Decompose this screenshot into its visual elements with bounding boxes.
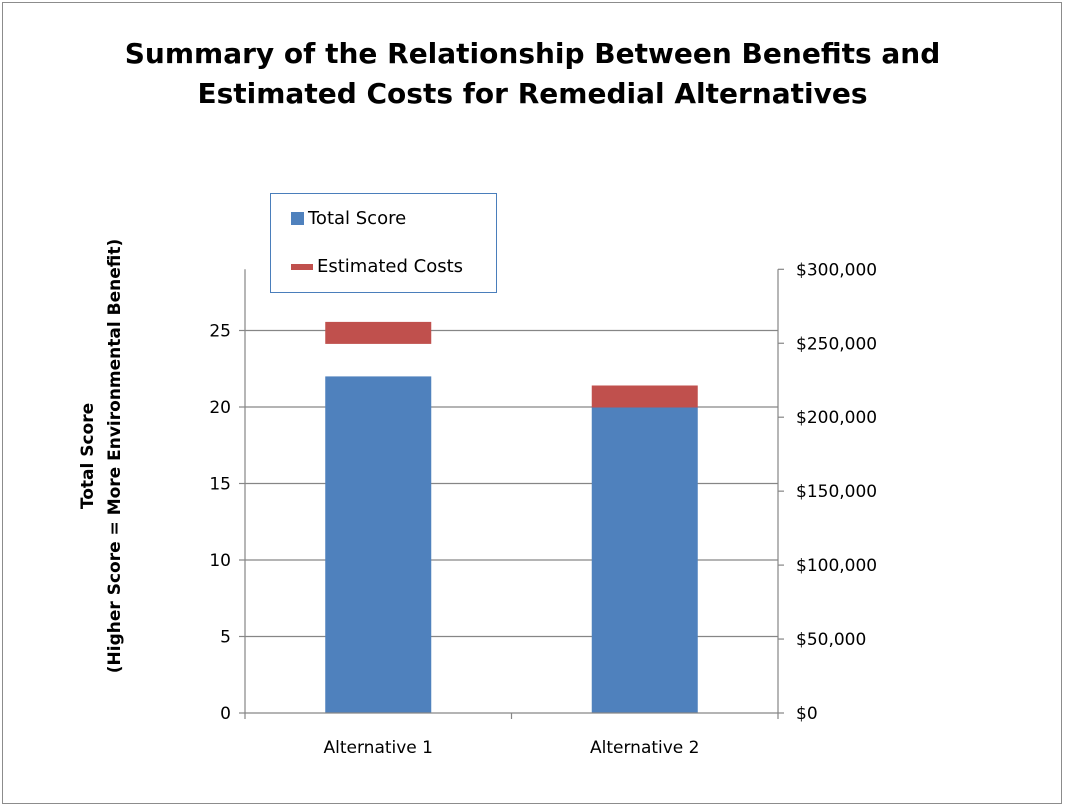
y-left-tick-label-25: 25 <box>209 322 231 342</box>
chart-title-line-2: Estimated Costs for Remedial Alternative… <box>197 77 868 110</box>
y-axis-label-line-1: Total Score <box>78 403 98 509</box>
bar-series <box>325 376 698 713</box>
y-left-tick-label-20: 20 <box>209 398 231 418</box>
y-left-tick-label-0: 0 <box>220 704 231 724</box>
x-tick-label-1: Alternative 1 <box>324 738 434 758</box>
legend-item-estimated-costs: Estimated Costs <box>291 256 463 277</box>
y-left-tick-label-15: 15 <box>209 475 231 495</box>
tick-labels: 0 5 10 15 20 25 $0 $50,000 $100,000 $150,000 $200,… <box>209 260 877 758</box>
axes <box>239 268 784 719</box>
y-left-tick-label-10: 10 <box>209 551 231 571</box>
marker-estimated-costs-1 <box>325 321 432 344</box>
bar-total-score-1 <box>325 376 432 713</box>
legend-swatch-total-score <box>291 212 304 225</box>
y-axis-label-line-2: (Higher Score = More Environmental Benef… <box>105 239 125 673</box>
y-left-tick-label-5: 5 <box>220 628 231 648</box>
marker-estimated-costs-2 <box>591 385 698 408</box>
legend-label-total-score: Total Score <box>308 208 407 229</box>
y-right-tick-label-250000: $250,000 <box>796 334 877 354</box>
y-right-tick-label-200000: $200,000 <box>796 408 877 428</box>
marker-series <box>325 321 698 408</box>
bar-total-score-2 <box>591 407 698 713</box>
legend-item-total-score: Total Score <box>291 208 406 229</box>
chart-title-line-1: Summary of the Relationship Between Bene… <box>124 37 941 70</box>
legend: Total Score Estimated Costs <box>270 193 497 293</box>
y-right-tick-label-0: $0 <box>796 704 818 724</box>
x-tick-label-2: Alternative 2 <box>590 738 700 758</box>
gridlines <box>245 329 778 638</box>
chart-title: Summary of the Relationship Between Bene… <box>0 34 1065 114</box>
legend-swatch-estimated-costs <box>291 263 313 270</box>
legend-label-estimated-costs: Estimated Costs <box>317 256 464 277</box>
y-right-tick-label-150000: $150,000 <box>796 482 877 502</box>
y-right-tick-label-300000: $300,000 <box>796 260 877 280</box>
y-right-tick-label-100000: $100,000 <box>796 556 877 576</box>
y-right-tick-label-50000: $50,000 <box>796 630 866 650</box>
